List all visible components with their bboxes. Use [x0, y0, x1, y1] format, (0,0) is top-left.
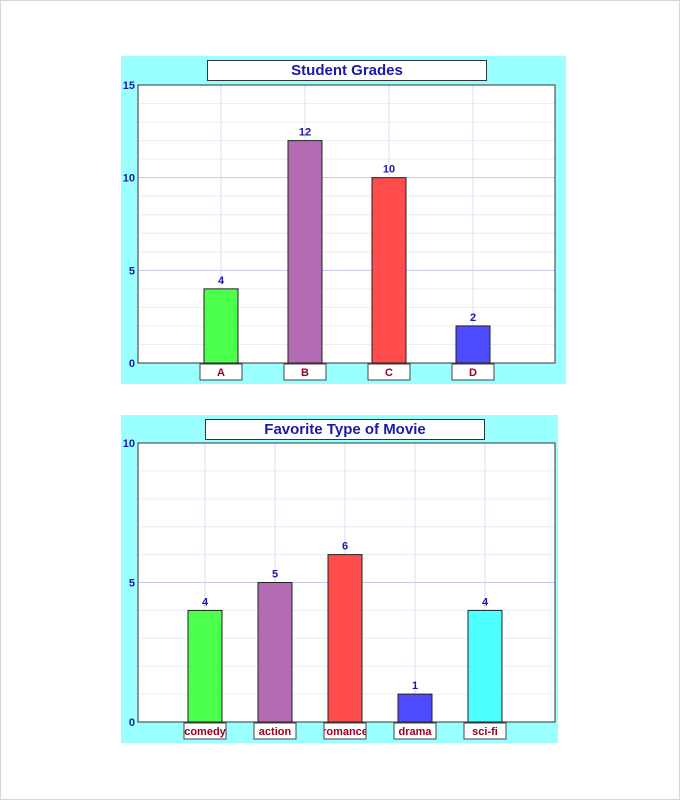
- bar-sci-fi: [467, 609, 503, 723]
- svg-text:comedy: comedy: [184, 726, 226, 738]
- svg-text:drama: drama: [398, 726, 432, 738]
- data-label: 1: [412, 680, 418, 692]
- chart-favorite-movie: Favorite Type of Movie 0 5 10 4 comedy 5 actio…: [121, 415, 558, 743]
- data-label: 4: [202, 596, 209, 608]
- data-label: 10: [383, 164, 395, 176]
- data-label: 5: [272, 569, 278, 581]
- bar-D: [455, 325, 491, 364]
- x-tick-label: action: [253, 722, 297, 740]
- plot-border: [137, 84, 556, 364]
- x-tick-label: D: [451, 363, 495, 381]
- bar-drama: [397, 693, 433, 723]
- y-tick-label: 0: [129, 358, 135, 370]
- svg-text:A: A: [217, 367, 225, 379]
- y-tick-label: 10: [123, 438, 135, 450]
- chart-plot: 0 5 10 4 comedy 5 action 6 romance 1 drama 4 sci-fi: [123, 438, 556, 740]
- x-tick-label: B: [283, 363, 327, 381]
- y-tick-label: 15: [123, 80, 135, 92]
- bar-comedy: [187, 609, 223, 723]
- y-tick-label: 5: [129, 265, 135, 277]
- x-tick-label: sci-fi: [463, 722, 507, 740]
- y-tick-label: 5: [129, 578, 135, 590]
- data-label: 12: [299, 127, 311, 139]
- x-tick-label: romance: [322, 722, 368, 740]
- x-tick-label: comedy: [183, 722, 227, 740]
- data-label: 2: [470, 312, 476, 324]
- bar-B: [287, 140, 323, 364]
- svg-text:sci-fi: sci-fi: [472, 726, 498, 738]
- x-tick-label: drama: [393, 722, 437, 740]
- x-tick-label: C: [367, 363, 411, 381]
- bar-romance: [327, 554, 363, 723]
- data-label: 4: [218, 275, 225, 287]
- data-label: 4: [482, 596, 489, 608]
- chart-plot: 0 5 10 15 4 A 12 B 10 C 2 D: [123, 80, 556, 381]
- svg-text:C: C: [385, 367, 393, 379]
- bar-A: [203, 288, 239, 364]
- chart-student-grades: Student Grades 0 5 10 15 4 A 12 B 10 C 2 D: [121, 56, 566, 384]
- plot-area: [138, 85, 555, 363]
- chart-title: Student Grades: [207, 60, 487, 81]
- chart-title: Favorite Type of Movie: [205, 419, 485, 440]
- data-label: 6: [342, 541, 348, 553]
- bar-C: [371, 177, 407, 364]
- bar-action: [257, 582, 293, 723]
- svg-text:romance: romance: [322, 726, 368, 738]
- svg-text:D: D: [469, 367, 477, 379]
- svg-text:action: action: [259, 726, 292, 738]
- x-tick-label: A: [199, 363, 243, 381]
- y-tick-label: 0: [129, 717, 135, 729]
- svg-text:B: B: [301, 367, 309, 379]
- y-tick-label: 10: [123, 173, 135, 185]
